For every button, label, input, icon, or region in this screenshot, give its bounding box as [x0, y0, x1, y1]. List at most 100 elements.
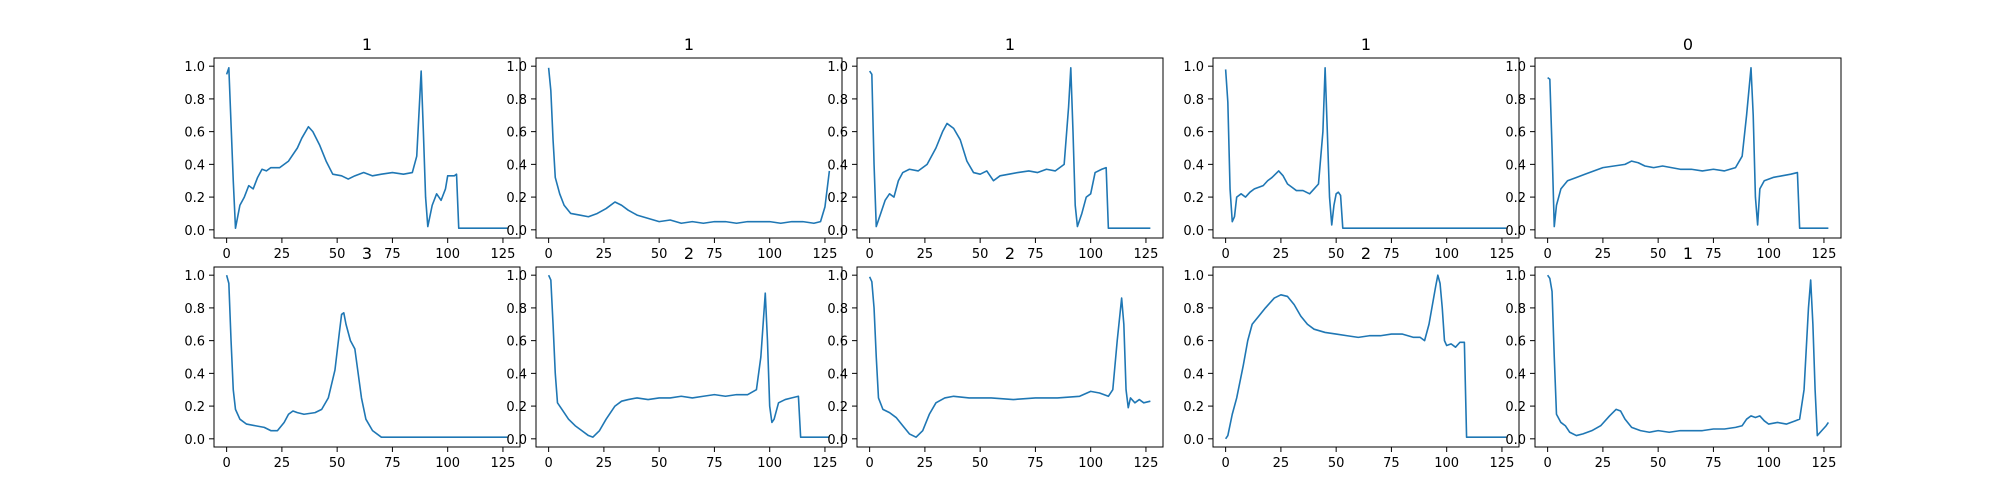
- x-tick-label: 125: [491, 247, 516, 262]
- subplot-3: 1 0 25 50 75 100 125 0.0 0.2 0.4 0.6 0.8 1.0: [827, 35, 1164, 262]
- subplot-8: 2 0 25 50 75 100 125 0.0 0.2 0.4 0.6 0.8 1.0: [827, 244, 1164, 471]
- x-tick-label: 100: [435, 247, 460, 262]
- y-tick-label: 0.0: [506, 433, 527, 448]
- x-tick-label: 100: [1756, 456, 1781, 471]
- y-tick-label: 0.2: [1183, 400, 1204, 415]
- x-tick-label: 75: [706, 247, 723, 262]
- x-tick-label: 100: [1756, 247, 1781, 262]
- x-tick-label: 0: [1221, 247, 1229, 262]
- x-tick-label: 75: [1027, 247, 1044, 262]
- subplot-6: 3 0 25 50 75 100 125 0.0 0.2 0.4 0.6 0.8 1.0: [184, 244, 521, 471]
- axes-frame: [856, 57, 1164, 239]
- y-tick-label: 0.4: [827, 367, 848, 382]
- x-tick-label: 75: [706, 456, 723, 471]
- subplot-title: 2: [1005, 244, 1015, 263]
- x-tick-label: 25: [917, 247, 934, 262]
- axes-frame: [213, 57, 521, 239]
- subplot-title: 2: [684, 244, 694, 263]
- axes-frame: [1534, 57, 1842, 239]
- x-tick-label: 0: [222, 456, 230, 471]
- subplot-title: 1: [362, 35, 372, 54]
- x-tick-label: 125: [1812, 247, 1837, 262]
- y-tick-label: 0.2: [1505, 400, 1526, 415]
- x-tick-label: 125: [813, 247, 838, 262]
- x-tick-label: 25: [1595, 456, 1612, 471]
- axes-frame: [1534, 266, 1842, 448]
- y-tick-label: 0.2: [184, 400, 205, 415]
- x-tick-label: 0: [865, 247, 873, 262]
- subplot-title: 0: [1683, 35, 1693, 54]
- x-tick-label: 100: [1078, 247, 1103, 262]
- subplot-4: 1 0 25 50 75 100 125 0.0 0.2 0.4 0.6 0.8 1.0: [1183, 35, 1520, 262]
- y-tick-label: 0.0: [1183, 433, 1204, 448]
- x-tick-label: 75: [384, 247, 401, 262]
- y-tick-label: 0.8: [1505, 302, 1526, 317]
- y-tick-label: 0.0: [1505, 433, 1526, 448]
- x-tick-label: 25: [274, 456, 291, 471]
- x-tick-label: 75: [1383, 456, 1400, 471]
- subplot-title: 2: [1361, 244, 1371, 263]
- y-tick-label: 1.0: [1183, 60, 1204, 75]
- y-tick-label: 0.8: [1505, 93, 1526, 108]
- y-tick-label: 0.8: [506, 302, 527, 317]
- x-tick-label: 75: [384, 456, 401, 471]
- series-line: [868, 67, 1151, 229]
- axes-frame: [1212, 57, 1520, 239]
- y-tick-label: 0.0: [1183, 224, 1204, 239]
- y-tick-label: 0.2: [1183, 191, 1204, 206]
- x-tick-label: 100: [435, 456, 460, 471]
- x-tick-label: 0: [1221, 456, 1229, 471]
- y-tick-label: 0.2: [1505, 191, 1526, 206]
- y-tick-label: 1.0: [1505, 269, 1526, 284]
- y-tick-label: 0.2: [184, 191, 205, 206]
- series-line: [868, 276, 1151, 438]
- x-tick-label: 125: [491, 456, 516, 471]
- x-tick-label: 0: [544, 247, 552, 262]
- x-tick-label: 50: [651, 456, 668, 471]
- series-line: [1224, 67, 1507, 229]
- x-tick-label: 125: [1134, 247, 1159, 262]
- x-tick-label: 25: [1595, 247, 1612, 262]
- y-tick-label: 0.4: [1183, 367, 1204, 382]
- subplot-5: 0 0 25 50 75 100 125 0.0 0.2 0.4 0.6 0.8 1.0: [1505, 35, 1842, 262]
- x-tick-label: 75: [1383, 247, 1400, 262]
- y-tick-label: 0.4: [1505, 367, 1526, 382]
- y-tick-label: 0.0: [1505, 224, 1526, 239]
- x-tick-label: 50: [972, 247, 989, 262]
- subplot-10: 1 0 25 50 75 100 125 0.0 0.2 0.4 0.6 0.8 1.0: [1505, 244, 1842, 471]
- y-tick-label: 1.0: [506, 60, 527, 75]
- subplot-title: 1: [684, 35, 694, 54]
- y-tick-label: 0.8: [1183, 93, 1204, 108]
- x-tick-label: 100: [1434, 247, 1459, 262]
- y-tick-label: 0.0: [827, 224, 848, 239]
- series-line: [225, 274, 508, 438]
- x-tick-label: 0: [1543, 456, 1551, 471]
- y-tick-label: 0.8: [506, 93, 527, 108]
- x-tick-label: 0: [544, 456, 552, 471]
- y-tick-label: 0.6: [506, 335, 527, 350]
- x-tick-label: 75: [1705, 456, 1722, 471]
- x-tick-label: 75: [1705, 247, 1722, 262]
- x-tick-label: 0: [865, 456, 873, 471]
- y-tick-label: 0.8: [827, 302, 848, 317]
- y-tick-label: 0.6: [184, 126, 205, 141]
- y-tick-label: 0.2: [506, 191, 527, 206]
- y-tick-label: 1.0: [184, 60, 205, 75]
- x-tick-label: 25: [1273, 247, 1290, 262]
- subplot-1: 1 0 25 50 75 100 125 0.0 0.2 0.4 0.6 0.8 1.0: [184, 35, 521, 262]
- y-tick-label: 1.0: [1505, 60, 1526, 75]
- subplot-title: 1: [1005, 35, 1015, 54]
- series-line: [1546, 274, 1830, 437]
- axes-frame: [856, 266, 1164, 448]
- y-tick-label: 0.0: [184, 224, 205, 239]
- x-tick-label: 125: [813, 456, 838, 471]
- series-line: [1224, 274, 1507, 440]
- x-tick-label: 125: [1490, 456, 1515, 471]
- subplot-7: 2 0 25 50 75 100 125 0.0 0.2 0.4 0.6 0.8 1.0: [506, 244, 843, 471]
- x-tick-label: 50: [1328, 247, 1345, 262]
- y-tick-label: 0.6: [1183, 335, 1204, 350]
- x-tick-label: 0: [222, 247, 230, 262]
- y-tick-label: 0.6: [827, 335, 848, 350]
- x-tick-label: 0: [1543, 247, 1551, 262]
